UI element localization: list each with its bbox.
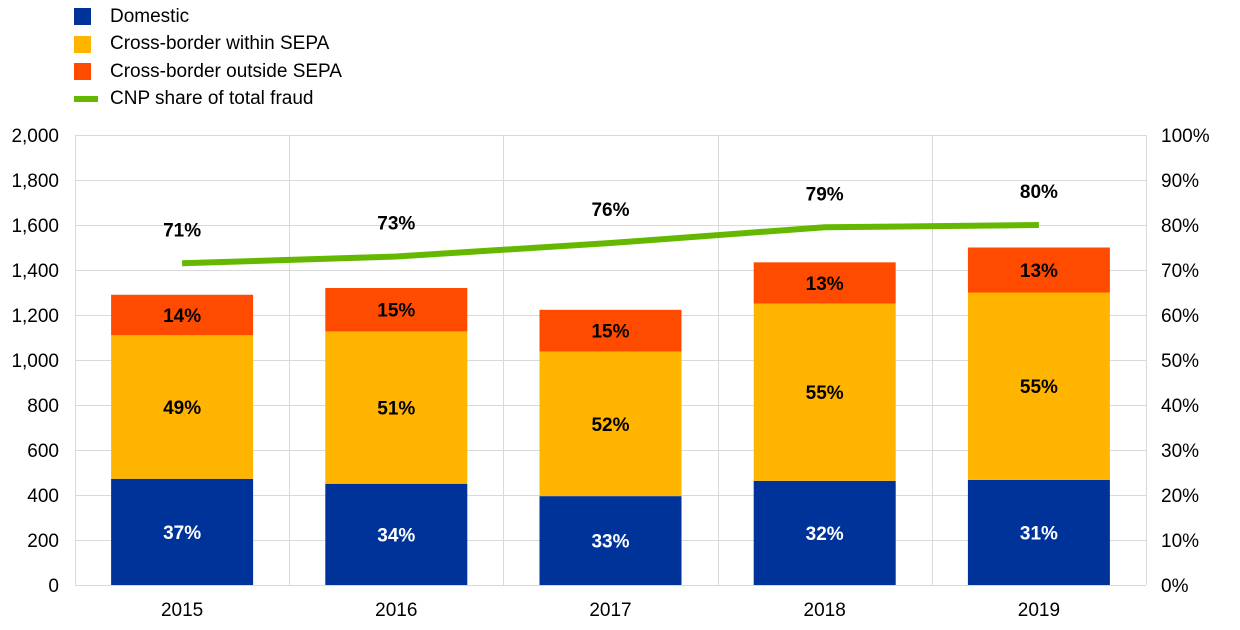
legend-label: Cross-border outside SEPA	[110, 60, 342, 82]
x-tick-label: 2016	[375, 600, 417, 621]
bar-share-label: 33%	[591, 532, 629, 553]
y-left-tick-label: 400	[27, 486, 59, 507]
x-tick-label: 2017	[589, 600, 631, 621]
y-right-tick-label: 20%	[1161, 486, 1199, 507]
x-tick-label: 2018	[804, 600, 846, 621]
legend-label: CNP share of total fraud	[110, 88, 314, 110]
bar-share-label: 49%	[163, 398, 201, 419]
legend-color-swatch	[74, 35, 91, 53]
cnp-share-label: 80%	[1020, 182, 1058, 203]
y-left-tick-label: 2,000	[11, 126, 59, 147]
bar-cross-border-outside-sepa-2018	[753, 262, 896, 304]
bar-share-label: 55%	[806, 383, 844, 404]
y-right-tick-label: 50%	[1161, 351, 1199, 372]
y-right-tick-label: 80%	[1161, 216, 1199, 237]
bar-share-label: 34%	[377, 525, 415, 546]
legend-label: Cross-border within SEPA	[110, 33, 330, 55]
legend-color-swatch	[74, 63, 91, 81]
bar-share-label: 55%	[1020, 377, 1058, 398]
x-tick-label: 2019	[1018, 600, 1060, 621]
cnp-share-label: 79%	[806, 184, 844, 205]
y-right-tick-label: 30%	[1161, 441, 1199, 462]
y-left-tick-label: 1,600	[11, 216, 59, 237]
y-left-tick-label: 1,000	[11, 351, 59, 372]
bar-domestic-2019	[967, 479, 1110, 585]
cnp-share-label: 71%	[163, 220, 201, 241]
y-right-tick-label: 10%	[1161, 531, 1199, 552]
bar-share-label: 31%	[1020, 523, 1058, 544]
y-right-tick-label: 70%	[1161, 261, 1199, 282]
cnp-share-label: 73%	[377, 214, 415, 235]
bar-cross-border-within-sepa-2015	[111, 335, 254, 479]
legend-item: Domestic	[74, 3, 342, 31]
bar-share-label: 52%	[591, 415, 629, 436]
bar-cross-border-within-sepa-2016	[325, 331, 468, 484]
legend-item: Cross-border within SEPA	[74, 31, 342, 59]
bar-domestic-2015	[111, 478, 254, 585]
bar-cross-border-within-sepa-2017	[539, 351, 682, 497]
bar-cross-border-within-sepa-2019	[967, 292, 1110, 480]
legend-line-swatch	[74, 96, 98, 103]
bar-domestic-2016	[325, 483, 468, 585]
bar-domestic-2017	[539, 496, 682, 585]
bar-share-label: 51%	[377, 399, 415, 420]
y-right-tick-label: 60%	[1161, 306, 1199, 327]
y-left-tick-label: 200	[27, 531, 59, 552]
y-right-tick-label: 0%	[1161, 576, 1189, 597]
cnp-share-line	[182, 222, 1039, 267]
bar-cross-border-outside-sepa-2017	[539, 309, 682, 352]
legend-color-swatch	[74, 8, 91, 26]
x-tick-label: 2015	[161, 600, 203, 621]
y-left-tick-label: 1,200	[11, 306, 59, 327]
bar-share-label: 15%	[591, 322, 629, 343]
y-left-tick-label: 1,800	[11, 171, 59, 192]
legend-label: Domestic	[110, 5, 190, 27]
bar-cross-border-outside-sepa-2019	[967, 247, 1110, 293]
y-right-tick-label: 40%	[1161, 396, 1199, 417]
bar-share-label: 13%	[806, 274, 844, 295]
bar-cross-border-within-sepa-2018	[753, 303, 896, 481]
y-left-tick-label: 800	[27, 396, 59, 417]
y-left-tick-label: 1,400	[11, 261, 59, 282]
bar-cross-border-outside-sepa-2016	[325, 288, 468, 332]
cnp-share-label: 76%	[591, 200, 629, 221]
chart-legend: Domestic Cross-border within SEPA Cross-bo…	[74, 3, 342, 113]
bar-share-label: 15%	[377, 301, 415, 322]
y-left-tick-label: 0	[48, 576, 59, 597]
bar-domestic-2018	[753, 480, 896, 585]
bar-share-label: 14%	[163, 306, 201, 327]
bar-cross-border-outside-sepa-2015	[111, 294, 254, 336]
bar-share-label: 37%	[163, 523, 201, 544]
bar-share-label: 32%	[806, 524, 844, 545]
y-right-tick-label: 100%	[1161, 126, 1210, 147]
y-right-tick-label: 90%	[1161, 171, 1199, 192]
bar-share-label: 13%	[1020, 261, 1058, 282]
y-left-tick-label: 600	[27, 441, 59, 462]
legend-item: CNP share of total fraud	[74, 86, 342, 114]
legend-item: Cross-border outside SEPA	[74, 58, 342, 86]
